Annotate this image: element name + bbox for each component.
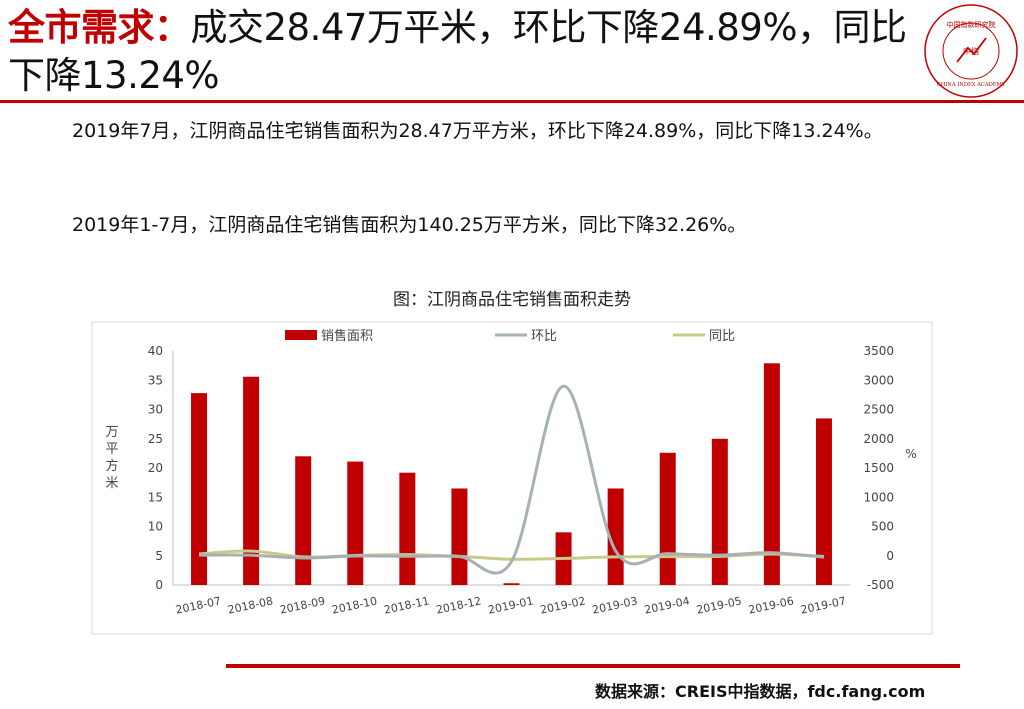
bar-sales-area [659, 452, 676, 585]
y-axis-label: 方 [105, 458, 118, 474]
y2-tick-label: 500 [871, 520, 894, 534]
china-index-academy-logo: 中国指数研究院 中指 CHINA INDEX ACADEMY [924, 4, 1018, 98]
legend-sales-area-swatch [285, 330, 317, 340]
legend-sales-area-label: 销售面积 [321, 328, 373, 344]
svg-text:中国指数研究院: 中国指数研究院 [947, 20, 996, 29]
svg-text:中指: 中指 [963, 46, 979, 56]
y-tick-label: 30 [148, 403, 163, 417]
y-axis-label: 米 [105, 476, 118, 491]
y-tick-label: 20 [148, 461, 163, 475]
footer-rule [226, 664, 960, 668]
x-tick-label: 2018-11 [383, 594, 431, 616]
x-tick-label: 2018-09 [279, 594, 327, 616]
line-mom [199, 384, 825, 575]
bar-sales-area [503, 583, 520, 585]
bar-sales-area [763, 363, 780, 585]
y-axis-label: 万 [105, 425, 118, 440]
page-title: 全市需求：成交28.47万平米，环比下降24.89%，同比下降13.24% [8, 4, 908, 100]
x-tick-label: 2019-02 [539, 594, 587, 616]
sales-area-chart: 0 5 10 15 20 25 30 35 40 -500 0 500 1000 1500 2000 2500… [91, 321, 933, 635]
y-tick-label: 40 [148, 344, 163, 358]
summary-paragraph-monthly: 2019年7月，江阴商品住宅销售面积为28.47万平方米，环比下降24.89%，… [72, 120, 883, 142]
y-tick-label: 5 [155, 549, 163, 563]
y2-tick-label: 0 [886, 549, 894, 563]
y2-tick-label: 1000 [863, 490, 894, 504]
y2-axis-label: % [905, 447, 916, 461]
x-tick-label: 2018-12 [435, 594, 483, 616]
y2-tick-label: 3000 [863, 373, 894, 387]
y-tick-label: 35 [148, 373, 163, 387]
bar-sales-area [451, 488, 468, 585]
y-axis-label: 平 [105, 442, 118, 457]
y2-tick-label: 1500 [863, 461, 894, 475]
y2-tick-label: -500 [867, 578, 894, 592]
x-tick-label: 2018-07 [174, 594, 222, 616]
bar-sales-area [295, 456, 312, 585]
bar-sales-area [347, 461, 364, 585]
y2-tick-label: 2500 [863, 403, 894, 417]
y-tick-label: 25 [148, 432, 163, 446]
bar-sales-area [815, 418, 832, 585]
y2-tick-label: 2000 [863, 432, 894, 446]
bar-sales-area [191, 393, 208, 585]
data-source: 数据来源：CREIS中指数据，fdc.fang.com [595, 682, 926, 701]
legend-yoy-label: 同比 [709, 329, 735, 344]
x-tick-label: 2019-03 [591, 594, 639, 616]
y-tick-label: 15 [148, 490, 163, 504]
y2-tick-label: 3500 [863, 344, 894, 358]
bar-sales-area [399, 472, 416, 585]
chart-frame [91, 321, 933, 635]
x-tick-label: 2019-06 [747, 594, 795, 616]
y-tick-label: 10 [148, 520, 163, 534]
svg-text:CHINA INDEX ACADEMY: CHINA INDEX ACADEMY [937, 82, 1006, 88]
x-tick-label: 2019-04 [643, 594, 691, 616]
x-tick-label: 2019-05 [695, 594, 743, 616]
y-tick-label: 0 [155, 578, 163, 592]
page-title-headline: 成交28.47万平米，环比下降24.89%，同比下降13.24% [8, 6, 907, 97]
x-tick-label: 2018-08 [227, 594, 275, 616]
bar-sales-area [711, 438, 728, 585]
x-tick-label: 2019-07 [799, 594, 847, 616]
x-tick-label: 2019-01 [487, 594, 535, 616]
title-underline [0, 100, 1024, 103]
bar-sales-area [607, 488, 624, 585]
chart-title: 图：江阴商品住宅销售面积走势 [393, 290, 631, 310]
page-title-lead: 全市需求： [8, 6, 191, 49]
summary-paragraph-ytd: 2019年1-7月，江阴商品住宅销售面积为140.25万平方米，同比下降32.2… [72, 214, 747, 236]
x-tick-label: 2018-10 [331, 594, 379, 616]
bar-sales-area [243, 376, 260, 585]
legend-mom-label: 环比 [531, 329, 557, 344]
